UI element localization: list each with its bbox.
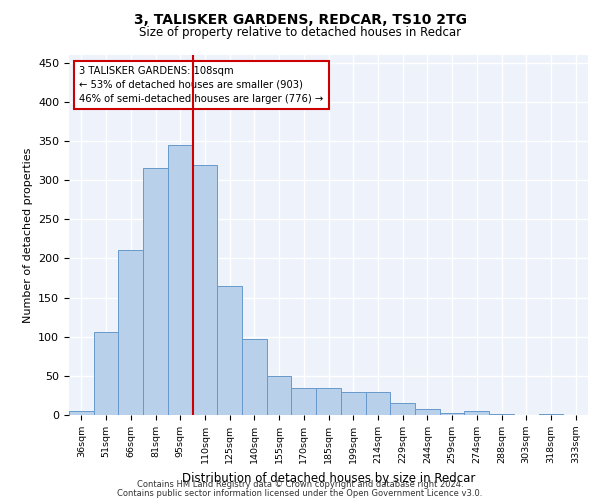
X-axis label: Distribution of detached houses by size in Redcar: Distribution of detached houses by size … xyxy=(182,472,475,484)
Bar xyxy=(365,392,390,415)
Text: Contains HM Land Registry data © Crown copyright and database right 2024.: Contains HM Land Registry data © Crown c… xyxy=(137,480,463,489)
Bar xyxy=(316,388,341,415)
Bar xyxy=(390,404,415,415)
Y-axis label: Number of detached properties: Number of detached properties xyxy=(23,148,32,322)
Bar xyxy=(69,411,94,415)
Bar xyxy=(118,250,143,415)
Bar xyxy=(193,166,217,415)
Text: Contains public sector information licensed under the Open Government Licence v3: Contains public sector information licen… xyxy=(118,488,482,498)
Bar xyxy=(489,414,514,415)
Bar xyxy=(94,332,118,415)
Text: Size of property relative to detached houses in Redcar: Size of property relative to detached ho… xyxy=(139,26,461,39)
Bar xyxy=(341,392,365,415)
Bar xyxy=(217,286,242,415)
Text: 3, TALISKER GARDENS, REDCAR, TS10 2TG: 3, TALISKER GARDENS, REDCAR, TS10 2TG xyxy=(133,12,467,26)
Bar xyxy=(292,388,316,415)
Bar xyxy=(464,411,489,415)
Bar xyxy=(168,145,193,415)
Text: 3 TALISKER GARDENS: 108sqm
← 53% of detached houses are smaller (903)
46% of sem: 3 TALISKER GARDENS: 108sqm ← 53% of deta… xyxy=(79,66,323,104)
Bar xyxy=(539,414,563,415)
Bar xyxy=(415,408,440,415)
Bar xyxy=(267,376,292,415)
Bar xyxy=(242,339,267,415)
Bar xyxy=(143,168,168,415)
Bar xyxy=(440,412,464,415)
